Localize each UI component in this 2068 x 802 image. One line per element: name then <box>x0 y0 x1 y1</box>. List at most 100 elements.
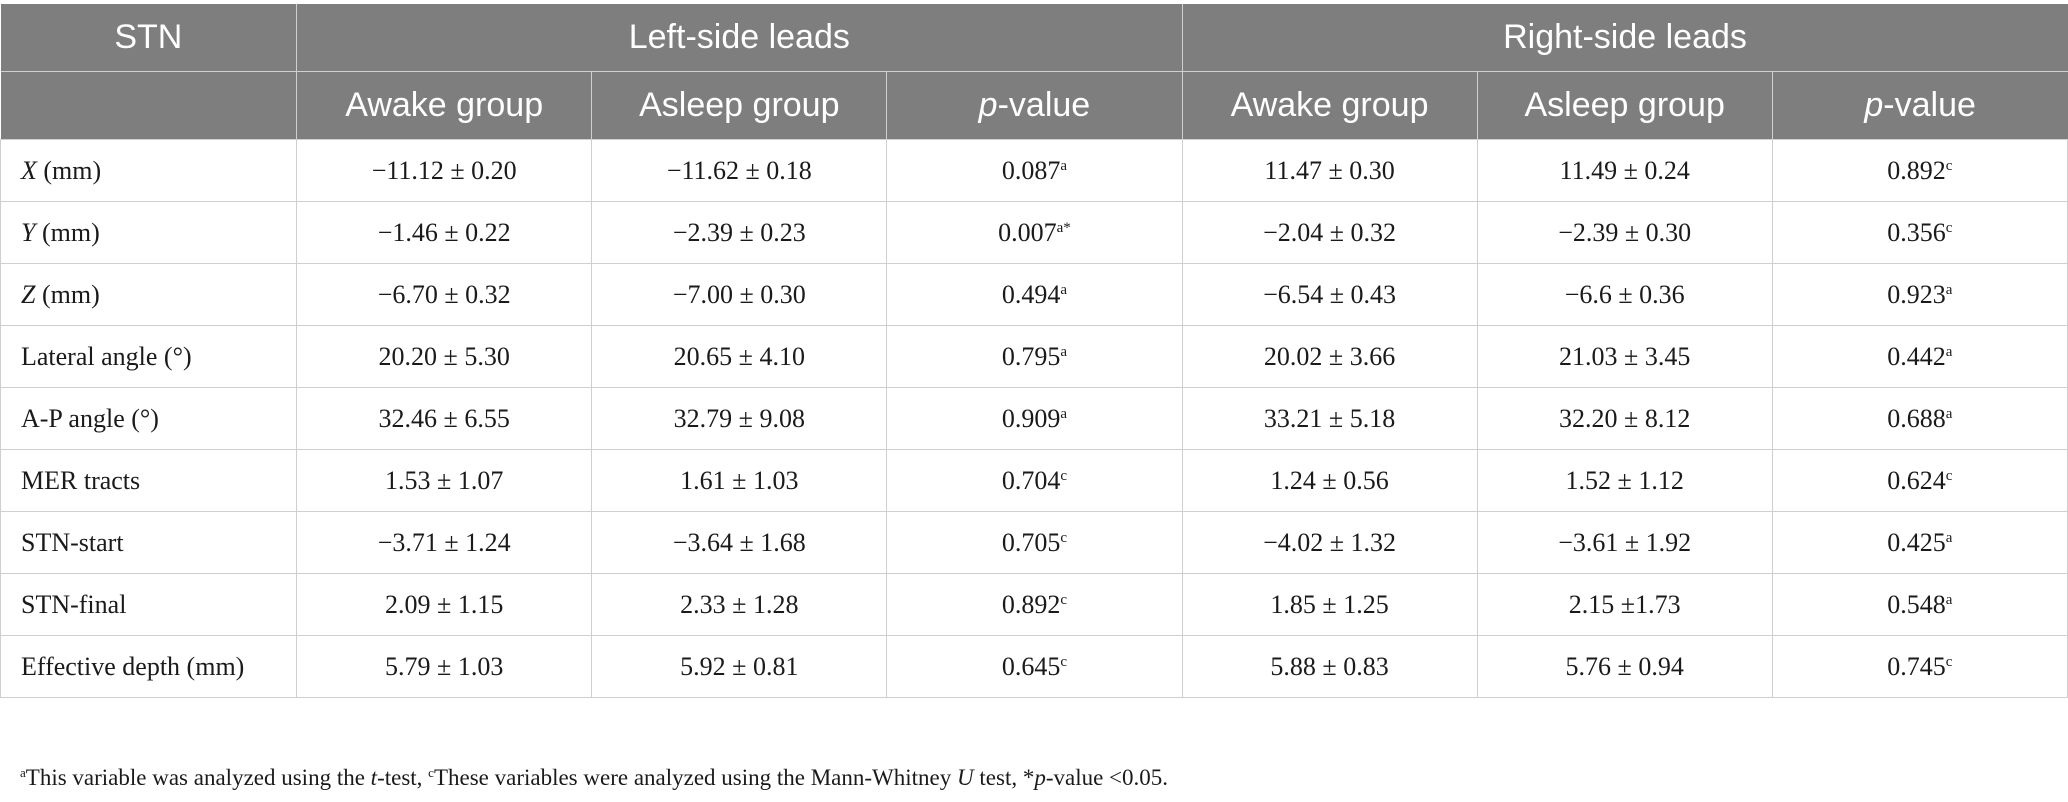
table-row: Y (mm) −1.46 ± 0.22 −2.39 ± 0.23 0.007a* −2.… <box>0 201 2068 264</box>
footnote-marker: c <box>1060 529 1068 546</box>
table-row: Lateral angle (°) 20.20 ± 5.30 20.65 ± 4.1… <box>0 325 2068 388</box>
right-asleep-cell: −6.6 ± 0.36 <box>1476 263 1773 326</box>
left-awake-cell: −3.71 ± 1.24 <box>296 511 593 574</box>
left-awake-cell: −6.70 ± 0.32 <box>296 263 593 326</box>
cell-value: 0.704 <box>1001 465 1061 495</box>
footnote-p: p <box>1034 765 1046 790</box>
footnote-marker: a <box>1060 405 1068 422</box>
right-p-value-cell: 0.356c <box>1771 201 2068 264</box>
footnote-marker: a <box>1060 343 1068 360</box>
left-awake-cell: −11.12 ± 0.20 <box>296 139 593 202</box>
header-row-columns: Awake group Asleep group p-value Awake g… <box>0 71 2068 140</box>
table-row: STN-final 2.09 ± 1.15 2.33 ± 1.28 0.892c 1.8… <box>0 573 2068 636</box>
row-label-text: STN-final <box>21 589 127 619</box>
header-right-awake: Awake group <box>1181 71 1478 140</box>
cell-value: 2.15 ±1.73 <box>1568 589 1681 619</box>
footnote-text-3: These variables were analyzed using the … <box>433 765 958 790</box>
footnote-marker: a <box>1945 281 1953 298</box>
cell-value: 5.79 ± 1.03 <box>385 651 504 681</box>
footnote-marker: c <box>1060 467 1068 484</box>
cell-value: 0.007 <box>998 217 1057 247</box>
row-label-text: MER tracts <box>21 465 141 495</box>
right-asleep-cell: 1.52 ± 1.12 <box>1476 449 1773 512</box>
left-p-value-cell: 0.704c <box>886 449 1183 512</box>
right-awake-cell: 1.24 ± 0.56 <box>1181 449 1478 512</box>
right-awake-cell: 5.88 ± 0.83 <box>1181 635 1478 698</box>
left-awake-cell: 2.09 ± 1.15 <box>296 573 593 636</box>
left-p-value-cell: 0.494a <box>886 263 1183 326</box>
cell-value: 0.745 <box>1887 651 1946 681</box>
right-asleep-cell: 21.03 ± 3.45 <box>1476 325 1773 388</box>
footnote-sup-a: a <box>20 765 26 780</box>
right-p-value-cell: 0.745c <box>1771 635 2068 698</box>
p-italic: p <box>1864 86 1884 124</box>
cell-value: −6.54 ± 0.43 <box>1263 279 1397 309</box>
cell-value: 0.425 <box>1887 527 1946 557</box>
right-asleep-cell: 11.49 ± 0.24 <box>1476 139 1773 202</box>
header-left-awake: Awake group <box>296 71 592 140</box>
cell-value: −3.61 ± 1.92 <box>1558 527 1692 557</box>
cell-value: −2.04 ± 0.32 <box>1263 217 1397 247</box>
footnote-marker: c <box>1945 219 1953 236</box>
header-empty <box>0 71 297 140</box>
cell-value: −7.00 ± 0.30 <box>672 279 806 309</box>
row-label: Effective depth (mm) <box>0 635 298 698</box>
right-asleep-cell: −3.61 ± 1.92 <box>1476 511 1773 574</box>
right-asleep-cell: −2.39 ± 0.30 <box>1476 201 1773 264</box>
cell-value: 0.548 <box>1887 589 1946 619</box>
row-label: Z (mm) <box>0 263 298 326</box>
row-label-text: A-P angle (°) <box>21 403 159 433</box>
row-label: X (mm) <box>0 139 298 202</box>
right-p-value-cell: 0.688a <box>1771 387 2068 450</box>
left-p-value-cell: 0.909a <box>886 387 1183 450</box>
footnote-marker: c <box>1945 467 1953 484</box>
right-p-value-cell: 0.442a <box>1771 325 2068 388</box>
left-asleep-cell: 5.92 ± 0.81 <box>591 635 888 698</box>
cell-value: −1.46 ± 0.22 <box>377 217 511 247</box>
header-left-p-value: p-value <box>886 71 1182 140</box>
footnote-text-5: -value <0.05. <box>1045 765 1169 790</box>
header-left-side-leads: Left-side leads <box>296 4 1182 72</box>
table-row: MER tracts 1.53 ± 1.07 1.61 ± 1.03 0.704c 1.… <box>0 449 2068 512</box>
cell-value: 1.24 ± 0.56 <box>1270 465 1389 495</box>
right-awake-cell: −6.54 ± 0.43 <box>1181 263 1478 326</box>
row-label-text: (mm) <box>36 155 102 185</box>
cell-value: 5.76 ± 0.94 <box>1565 651 1684 681</box>
cell-value: −2.39 ± 0.30 <box>1558 217 1692 247</box>
right-asleep-cell: 2.15 ±1.73 <box>1476 573 1773 636</box>
cell-value: 33.21 ± 5.18 <box>1263 403 1396 433</box>
row-label-text: Lateral angle (°) <box>21 341 192 371</box>
footnote-sup-c: c <box>428 765 434 780</box>
left-p-value-cell: 0.645c <box>886 635 1183 698</box>
right-p-value-cell: 0.892c <box>1771 139 2068 202</box>
left-asleep-cell: 2.33 ± 1.28 <box>591 573 888 636</box>
footnote-text-2: -test, <box>377 765 429 790</box>
cell-value: 0.892 <box>1887 155 1946 185</box>
cell-value: 1.61 ± 1.03 <box>680 465 799 495</box>
left-asleep-cell: 20.65 ± 4.10 <box>591 325 888 388</box>
footnote-marker: a <box>1945 405 1953 422</box>
cell-value: 0.688 <box>1887 403 1946 433</box>
right-awake-cell: −2.04 ± 0.32 <box>1181 201 1478 264</box>
row-label-text: STN-start <box>21 527 124 557</box>
left-p-value-cell: 0.795a <box>886 325 1183 388</box>
left-awake-cell: −1.46 ± 0.22 <box>296 201 593 264</box>
footnote-text-1: This variable was analyzed using the <box>25 765 371 790</box>
cell-value: 0.705 <box>1001 527 1061 557</box>
stn-comparison-table: STN Left-side leads Right-side leads Awa… <box>0 4 2068 698</box>
cell-value: 20.65 ± 4.10 <box>673 341 805 371</box>
cell-value: 32.46 ± 6.55 <box>378 403 510 433</box>
row-label: Lateral angle (°) <box>0 325 298 388</box>
right-p-value-cell: 0.425a <box>1771 511 2068 574</box>
right-awake-cell: −4.02 ± 1.32 <box>1181 511 1478 574</box>
cell-value: 5.88 ± 0.83 <box>1270 651 1389 681</box>
cell-value: −3.71 ± 1.24 <box>377 527 511 557</box>
footnote-marker: c <box>1945 653 1953 670</box>
row-label-text: (mm) <box>35 279 100 309</box>
row-label: STN-final <box>0 573 298 636</box>
row-label-italic: Z <box>21 279 36 309</box>
p-italic: p <box>978 86 998 124</box>
cell-value: 2.09 ± 1.15 <box>385 589 504 619</box>
left-p-value-cell: 0.892c <box>886 573 1183 636</box>
header-right-side-leads: Right-side leads <box>1181 4 2068 72</box>
